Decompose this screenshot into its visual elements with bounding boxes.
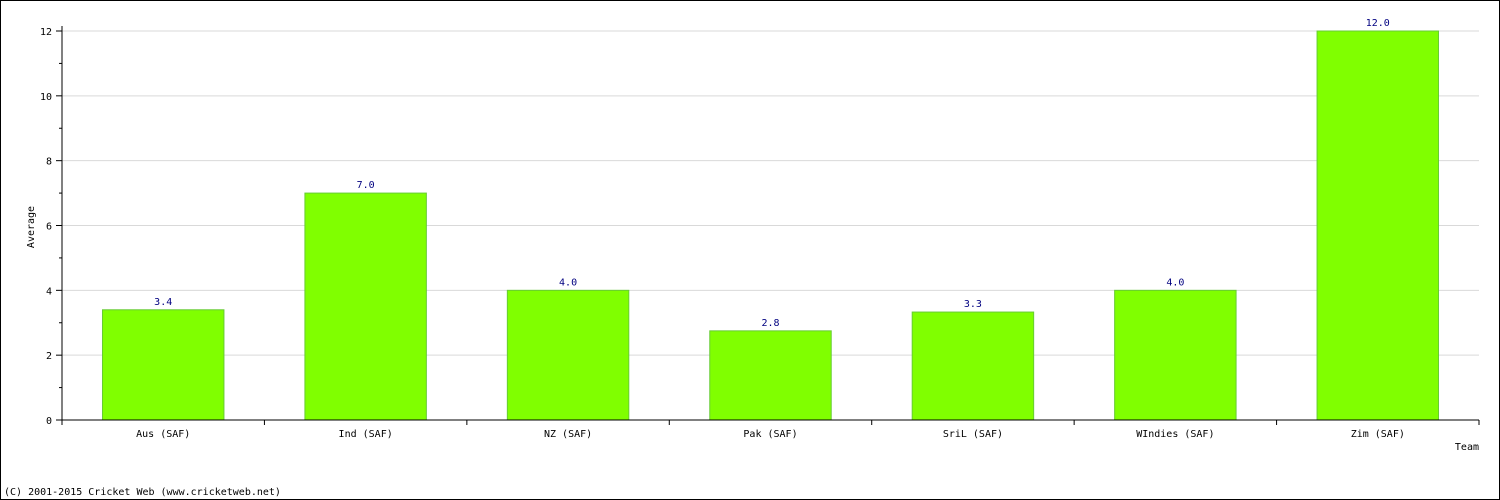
x-tick-label: SriL (SAF) [943,429,1003,440]
y-tick-label: 4 [46,286,52,297]
bar [709,330,832,421]
x-axis-title: Team [1455,442,1479,453]
bar-value-label: 4.0 [559,277,577,288]
bar-value-label: 3.4 [154,297,172,308]
bar [506,289,630,421]
bar [1316,30,1440,421]
gridlines [62,30,1479,356]
bar [304,192,427,421]
bars [101,30,1440,421]
bar-value-label: 4.0 [1166,277,1184,288]
y-tick-label: 10 [40,92,52,103]
y-axis-title: Average [26,206,37,248]
bar-value-label: 7.0 [357,180,375,191]
x-tick-label: WIndies (SAF) [1136,429,1214,440]
bar-value-label: 12.0 [1366,18,1390,29]
labels: 3.4 Aus (SAF) 7.0 Ind (SAF) 4.0 NZ (SAF) 2.8 Pa… [40,18,1405,440]
y-tick-label: 6 [46,222,52,233]
y-tick-label: 8 [46,157,52,168]
bar [101,309,225,421]
axes [56,26,1480,425]
bar [1114,289,1237,421]
y-tick-label: 12 [40,27,52,38]
x-tick-label: Zim (SAF) [1351,429,1405,440]
x-tick-label: Aus (SAF) [136,429,190,440]
x-tick-label: Pak (SAF) [743,429,797,440]
x-tick-label: Ind (SAF) [339,429,393,440]
bar [911,311,1035,421]
x-tick-label: NZ (SAF) [544,429,592,440]
bar-value-label: 3.3 [964,299,982,310]
y-tick-label: 2 [46,351,52,362]
copyright-footer: (C) 2001-2015 Cricket Web (www.cricketwe… [4,487,281,498]
y-tick-label: 0 [46,416,52,427]
bar-value-label: 2.8 [761,318,779,329]
